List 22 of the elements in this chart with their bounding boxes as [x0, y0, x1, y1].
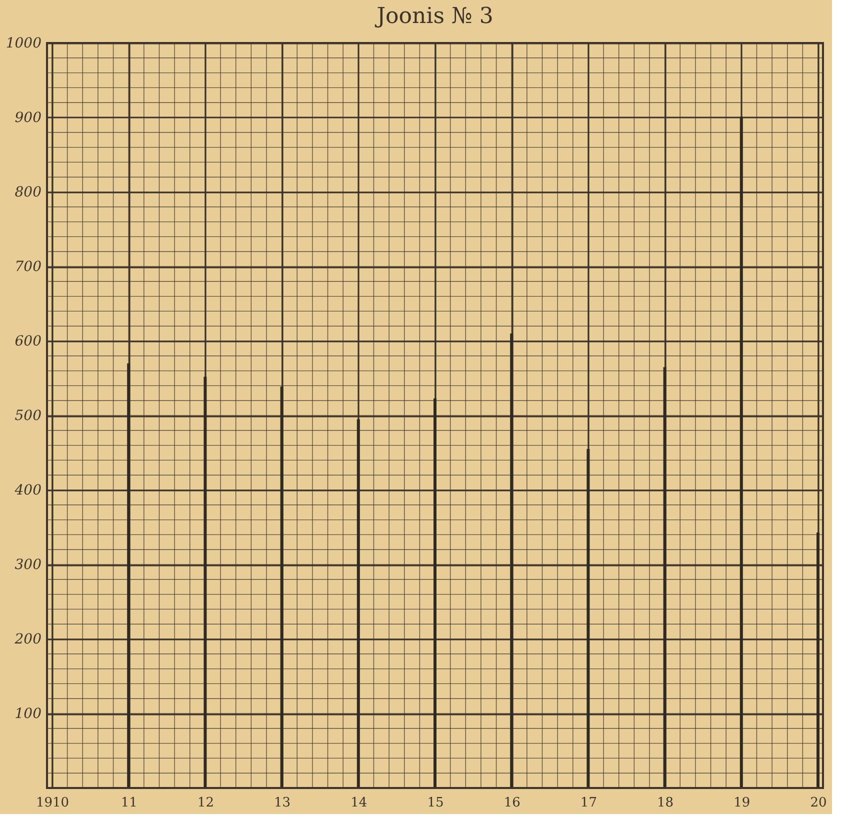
x-tick-label: 18 [657, 796, 674, 810]
y-tick-label: 600 [14, 334, 42, 350]
x-tick-label: 12 [197, 796, 214, 810]
x-tick-label: 14 [350, 796, 368, 810]
y-tick-label: 700 [14, 259, 42, 275]
x-tick-label: 19 [734, 796, 750, 810]
x-tick-label: 20 [810, 796, 827, 810]
y-tick-label: 100 [14, 706, 42, 722]
x-tick-label: 13 [274, 796, 291, 810]
y-tick-label: 500 [14, 408, 42, 424]
y-tick-label: 900 [14, 110, 42, 126]
x-tick-label: 17 [580, 796, 597, 810]
y-tick-label: 300 [14, 557, 42, 573]
x-tick-label: 1910 [36, 796, 70, 810]
y-tick-label: 800 [14, 184, 42, 200]
y-tick-label: 1000 [6, 36, 42, 52]
y-tick-label: 200 [14, 632, 42, 648]
x-tick-label: 16 [504, 796, 520, 810]
x-tick-label: 11 [120, 796, 138, 810]
x-tick-label: 15 [427, 796, 444, 810]
y-tick-label: 400 [14, 482, 42, 498]
chart-title: Joonis № 3 [374, 4, 494, 29]
